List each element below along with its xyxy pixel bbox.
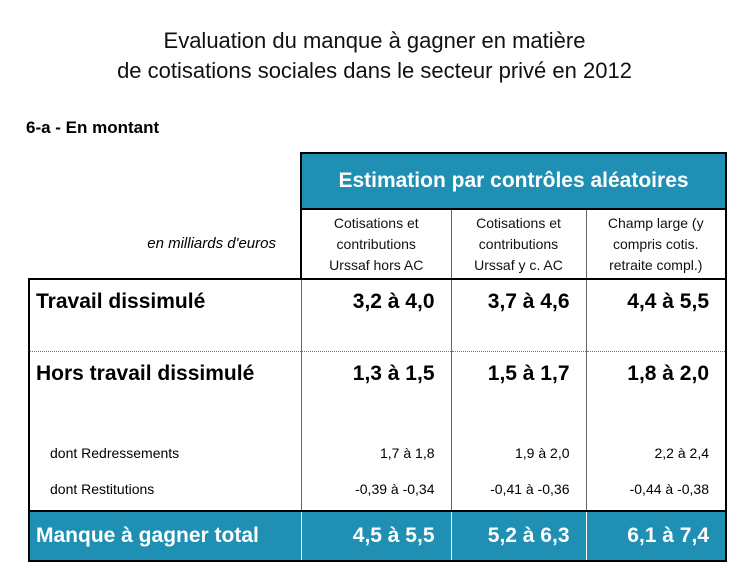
cell-value: -0,39 à -0,34 <box>300 467 451 511</box>
row-label: Travail dissimulé <box>28 278 301 352</box>
row-label: dont Redressements <box>28 409 301 467</box>
unit-label: en milliards d'euros <box>147 235 276 252</box>
total-label: Manque à gagner total <box>28 510 301 562</box>
row-label: Hors travail dissimulé <box>28 350 301 409</box>
cell-value: 2,2 à 2,4 <box>585 409 727 467</box>
table-row: dont Restitutions -0,39 à -0,34 -0,41 à … <box>28 467 727 511</box>
cell-value: 3,7 à 4,6 <box>450 278 586 352</box>
total-row: Manque à gagner total 4,5 à 5,5 5,2 à 6,… <box>28 510 727 562</box>
cell-value: 1,9 à 2,0 <box>450 409 586 467</box>
cell-value: -0,41 à -0,36 <box>450 467 586 511</box>
title-line-1: Evaluation du manque à gagner en matière <box>163 28 586 53</box>
title-line-2: de cotisations sociales dans le secteur … <box>117 58 632 83</box>
column-header: Cotisations et contributions Urssaf hors… <box>300 209 451 279</box>
estimation-table: Estimation par contrôles aléatoires en m… <box>28 152 727 562</box>
table-row: dont Redressements 1,7 à 1,8 1,9 à 2,0 2… <box>28 409 727 467</box>
total-value: 6,1 à 7,4 <box>585 510 727 562</box>
cell-value: 3,2 à 4,0 <box>300 278 451 352</box>
band-header: Estimation par contrôles aléatoires <box>300 152 727 210</box>
cell-value: 1,7 à 1,8 <box>300 409 451 467</box>
cell-value: 4,4 à 5,5 <box>585 278 727 352</box>
section-label: 6-a - En montant <box>26 118 160 137</box>
cell-value: 1,3 à 1,5 <box>300 350 451 409</box>
row-label: dont Restitutions <box>28 467 301 511</box>
table-row: Travail dissimulé 3,2 à 4,0 3,7 à 4,6 4,… <box>28 278 727 352</box>
table-row: Hors travail dissimulé 1,3 à 1,5 1,5 à 1… <box>28 350 727 409</box>
column-header: Cotisations et contributions Urssaf y c.… <box>450 209 586 279</box>
cell-value: 1,5 à 1,7 <box>450 350 586 409</box>
column-header: Champ large (y compris cotis. retraite c… <box>585 209 727 279</box>
total-value: 4,5 à 5,5 <box>300 510 451 562</box>
cell-value: 1,8 à 2,0 <box>585 350 727 409</box>
total-value: 5,2 à 6,3 <box>450 510 586 562</box>
cell-value: -0,44 à -0,38 <box>585 467 727 511</box>
